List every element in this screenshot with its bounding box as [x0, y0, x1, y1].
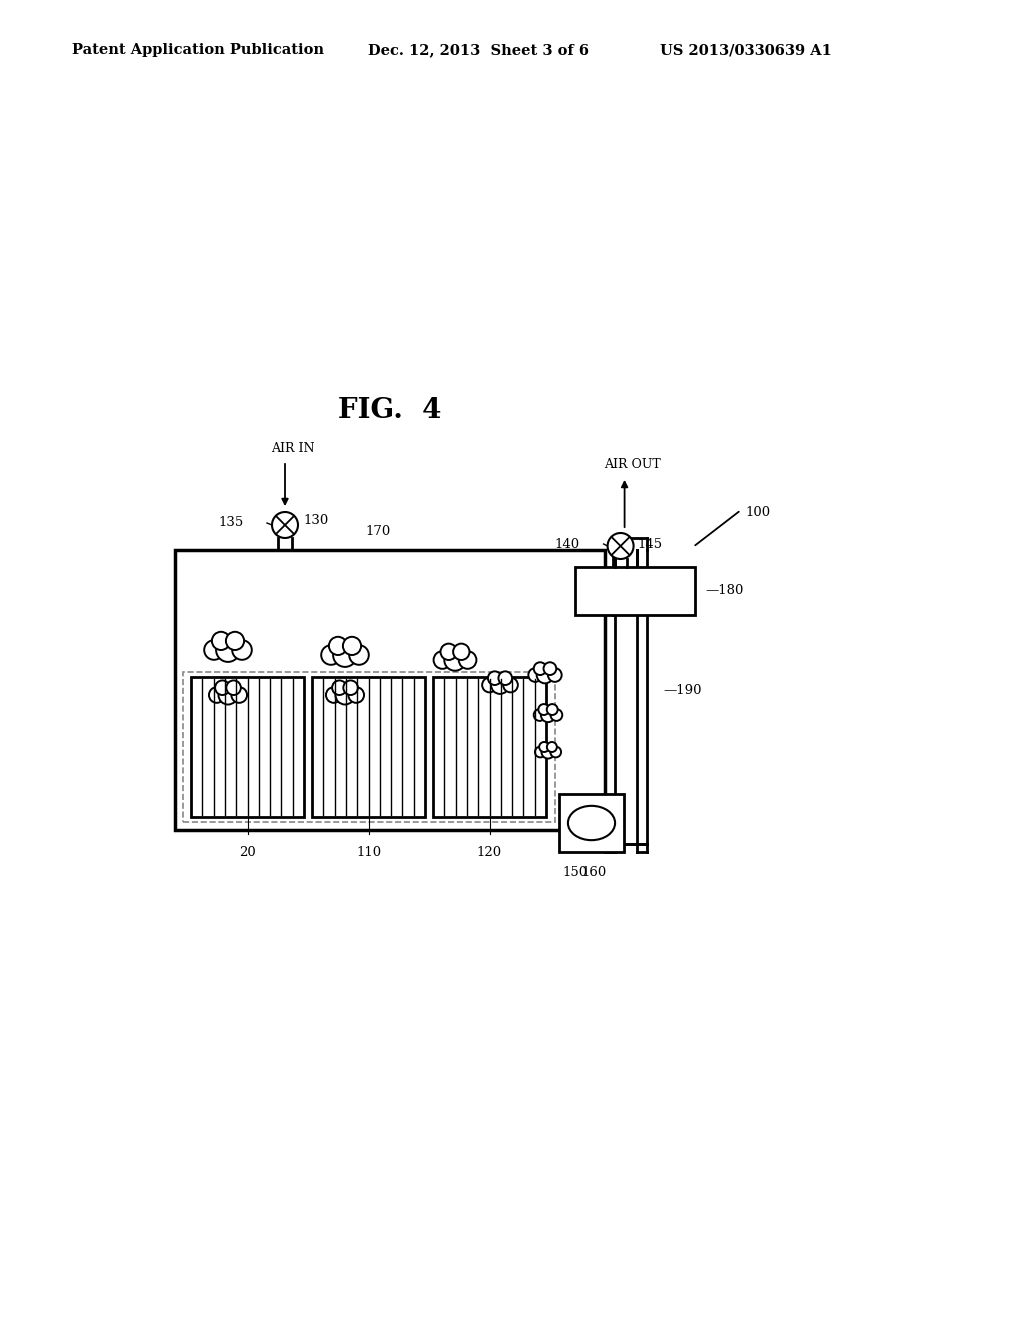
Circle shape: [322, 645, 341, 665]
Circle shape: [542, 746, 555, 759]
Circle shape: [607, 533, 634, 558]
Circle shape: [503, 677, 518, 693]
Text: 130: 130: [303, 515, 329, 528]
Circle shape: [540, 742, 549, 752]
Text: 20: 20: [240, 846, 256, 859]
Circle shape: [272, 512, 298, 539]
Text: 145: 145: [638, 537, 663, 550]
Circle shape: [348, 688, 365, 702]
Circle shape: [547, 742, 557, 752]
Circle shape: [539, 704, 549, 715]
Circle shape: [215, 680, 229, 696]
Circle shape: [209, 688, 224, 702]
Bar: [575, 568, 695, 615]
Circle shape: [216, 638, 240, 661]
Circle shape: [218, 685, 238, 705]
Text: AIR OUT: AIR OUT: [604, 458, 660, 471]
Text: 135: 135: [219, 516, 244, 529]
Circle shape: [343, 680, 357, 696]
Text: AIR IN: AIR IN: [271, 442, 314, 455]
Circle shape: [204, 640, 224, 660]
Bar: [175, 550, 605, 830]
Circle shape: [433, 651, 452, 669]
Circle shape: [329, 636, 347, 655]
Bar: [559, 795, 624, 851]
Circle shape: [332, 680, 347, 696]
Circle shape: [459, 651, 476, 669]
Circle shape: [336, 685, 354, 705]
Bar: [312, 677, 425, 817]
Text: 160: 160: [582, 866, 607, 879]
Circle shape: [528, 668, 542, 682]
Circle shape: [326, 688, 342, 702]
Circle shape: [534, 709, 546, 721]
Circle shape: [541, 708, 555, 722]
Circle shape: [547, 704, 558, 715]
Circle shape: [440, 644, 457, 660]
Text: 120: 120: [477, 846, 502, 859]
Text: 110: 110: [356, 846, 381, 859]
Circle shape: [534, 663, 547, 675]
Circle shape: [487, 672, 502, 685]
Circle shape: [548, 668, 561, 682]
Circle shape: [499, 672, 512, 685]
Text: 150: 150: [563, 866, 588, 879]
Bar: [191, 677, 304, 817]
Bar: [183, 672, 555, 822]
Text: 140: 140: [554, 537, 580, 550]
Text: —190: —190: [663, 684, 701, 697]
Circle shape: [482, 677, 497, 693]
Text: 170: 170: [365, 525, 390, 539]
Text: FIG.  4: FIG. 4: [338, 396, 441, 424]
Circle shape: [349, 645, 369, 665]
Circle shape: [212, 632, 230, 649]
Circle shape: [537, 667, 553, 684]
Text: US 2013/0330639 A1: US 2013/0330639 A1: [660, 44, 831, 57]
Text: Patent Application Publication: Patent Application Publication: [72, 44, 324, 57]
Text: Dec. 12, 2013  Sheet 3 of 6: Dec. 12, 2013 Sheet 3 of 6: [368, 44, 589, 57]
Circle shape: [231, 688, 247, 702]
Bar: [433, 677, 546, 817]
Circle shape: [551, 709, 562, 721]
Text: —180: —180: [705, 585, 743, 598]
Circle shape: [333, 643, 357, 667]
Circle shape: [453, 644, 469, 660]
Ellipse shape: [568, 805, 615, 840]
Circle shape: [343, 636, 361, 655]
Circle shape: [544, 663, 556, 675]
Circle shape: [535, 747, 546, 758]
Circle shape: [550, 747, 561, 758]
Circle shape: [492, 676, 509, 694]
Circle shape: [226, 632, 244, 649]
Text: 100: 100: [745, 506, 770, 519]
Circle shape: [226, 680, 241, 696]
Circle shape: [444, 649, 466, 671]
Circle shape: [232, 640, 252, 660]
